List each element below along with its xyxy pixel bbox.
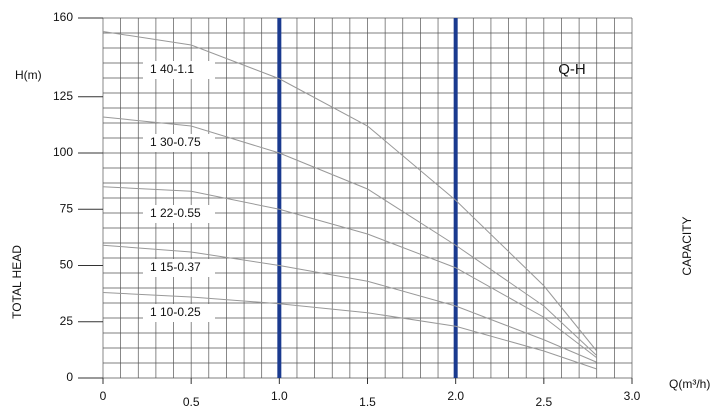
y-tick-label: 0: [66, 370, 73, 384]
series-label: 1 22-0.55: [150, 206, 201, 220]
x-tick-label: 0: [100, 389, 107, 403]
series-label: 1 30-0.75: [150, 135, 201, 149]
y-tick-label: 160: [53, 10, 73, 24]
chart-title: Q-H: [558, 61, 586, 78]
right-label: CAPACITY: [680, 216, 694, 275]
curve: [102, 244, 597, 363]
x-tick-label: 2.5: [535, 395, 552, 409]
series-label: 1 10-0.25: [150, 305, 201, 319]
label-bg: [143, 304, 215, 322]
y-axis-label: TOTAL HEAD: [10, 245, 24, 319]
y-tick-label: 100: [53, 145, 73, 159]
x-tick-label: 0.5: [183, 395, 200, 409]
curve: [102, 186, 598, 359]
label-bg: [143, 61, 215, 79]
label-bg: [143, 134, 215, 152]
label-bg: [143, 259, 215, 277]
label-bg: [143, 205, 215, 223]
x-tick-label: 3.0: [624, 389, 641, 403]
curve: [102, 292, 597, 370]
x-tick-label: 2.0: [447, 389, 464, 403]
x-axis-label: Q(m³/h): [669, 377, 710, 391]
x-tick-label: 1.0: [271, 389, 288, 403]
curve: [102, 31, 598, 352]
series-label: 1 40-1.1: [150, 62, 194, 76]
y-tick-label: 125: [53, 89, 73, 103]
y-tick-label: 50: [60, 258, 74, 272]
curve: [102, 116, 598, 356]
series-label: 1 15-0.37: [150, 260, 201, 274]
y-axis-unit: H(m): [15, 68, 42, 82]
y-tick-label: 75: [60, 201, 74, 215]
y-tick-label: 25: [60, 314, 74, 328]
x-tick-label: 1.5: [359, 395, 376, 409]
